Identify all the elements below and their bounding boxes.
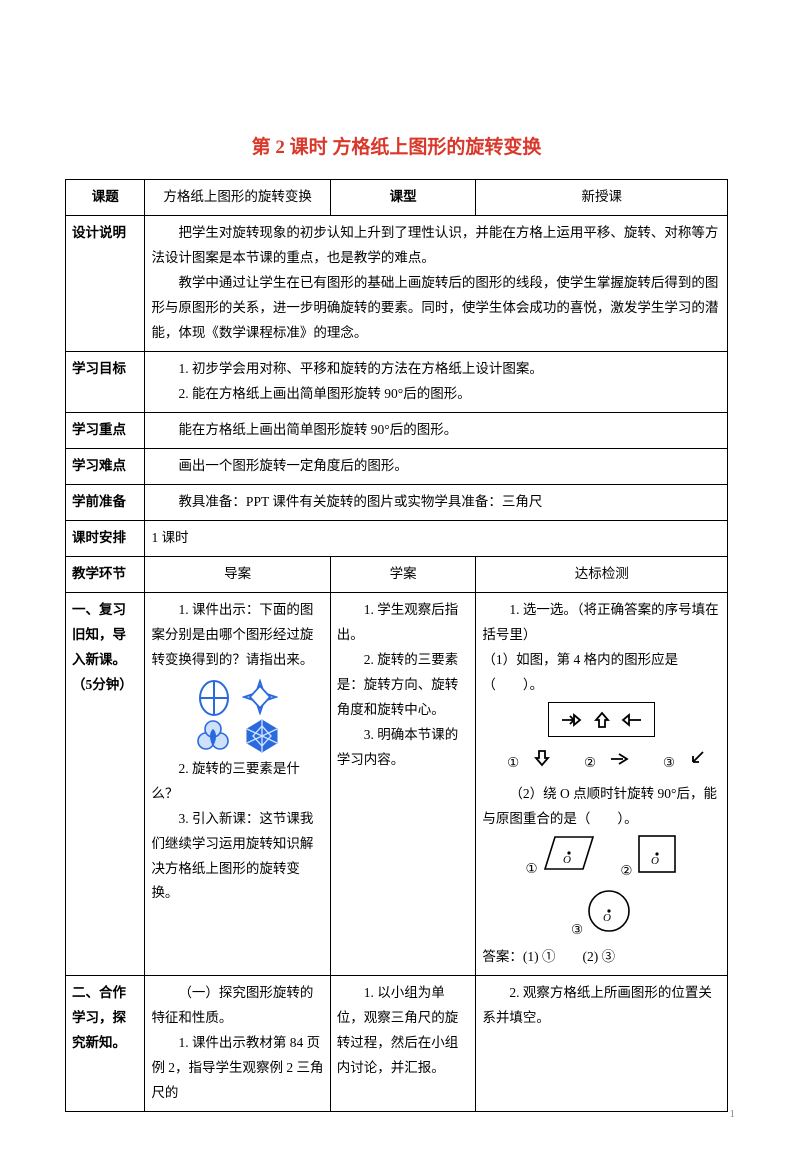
sec1-daoan-p3: 3. 引入新课：这节课我们继续学习运用旋转知识解决方格纸上图形的旋转变换。 [151,807,323,907]
cell-xueqian-body: 教具准备：PPT 课件有关旋转的图片或实物学具准备：三角尺 [145,484,728,520]
cell-sec2-daoan: （一）探究图形旋转的特征和性质。 1. 课件出示教材第 84 页例 2，指导学生… [145,976,330,1112]
arrow-up-icon [592,711,612,729]
opt3-label-b: ③ [571,922,583,937]
sec2-xuean-p1: 1. 以小组为单位，观察三角尺的旋转过程，然后在小组内讨论，并汇报。 [337,981,470,1081]
cell-huanjie-c4: 达标检测 [476,556,728,592]
cell-huanjie-c3: 学案 [330,556,476,592]
cell-sec1-label: 一、复习旧知，导入新课。（5分钟） [66,592,145,976]
table-row: 教学环节 导案 学案 达标检测 [66,556,728,592]
cell-mubiao-label: 学习目标 [66,351,145,412]
sec1-label-text: 一、复习旧知，导入新课。（5分钟） [72,602,133,692]
arrow-left-icon [621,711,643,729]
sec2-label-text: 二、合作学习，探究新知。 [72,985,126,1050]
table-row: 学习重点 能在方格纸上画出简单图形旋转 90°后的图形。 [66,412,728,448]
clover-icon [194,718,232,754]
opt1-label: ① [507,751,519,776]
keshi-text: 1 课时 [151,530,188,545]
star-flower-icon [242,679,278,715]
sheji-p2: 教学中通过让学生在已有图形的基础上画旋转后的图形的线段，使学生掌握旋转后得到的图… [151,271,721,346]
svg-text:O: O [651,855,659,867]
o-label: O [563,854,571,866]
arrow-diagonal-icon [688,749,706,767]
cell-xueqian-label: 学前准备 [66,484,145,520]
cell-huanjie-label: 教学环节 [66,556,145,592]
sec1-dabiao-p2: （1）如图，第 4 格内的图形应是（ ）。 [482,648,721,698]
cell-zhongdian-body: 能在方格纸上画出简单图形旋转 90°后的图形。 [145,412,728,448]
arrow-sequence-box [482,698,721,743]
nandian-text: 画出一个图形旋转一定角度后的图形。 [151,454,721,479]
parallelogram-icon: O [541,833,597,873]
sheji-p1: 把学生对旋转现象的初步认知上升到了理性认识，并能在方格上运用平移、旋转、对称等方… [151,221,721,271]
zhongdian-text: 能在方格纸上画出简单图形旋转 90°后的图形。 [151,418,721,443]
cell-keshi-body: 1 课时 [145,520,728,556]
arrow-rightopen-icon [609,751,629,767]
cell-mubiao-body: 1. 初步学会用对称、平移和旋转的方法在方格纸上设计图案。 2. 能在方格纸上画… [145,351,728,412]
cell-sec1-dabiao: 1. 选一选。（将正确答案的序号填在括号里） （1）如图，第 4 格内的图形应是… [476,592,728,976]
cell-sec2-dabiao: 2. 观察方格纸上所画图形的位置关系并填空。 [476,976,728,1112]
table-row: 学习目标 1. 初步学会用对称、平移和旋转的方法在方格纸上设计图案。 2. 能在… [66,351,728,412]
cell-sec1-daoan: 1. 课件出示：下面的图案分别是由哪个图形经过旋转变换得到的？请指出来。 [145,592,330,976]
opt2-label-b: ② [620,863,632,878]
cell-keti-label: 课题 [66,180,145,216]
table-row: 学习难点 画出一个图形旋转一定角度后的图形。 [66,448,728,484]
xueqian-text: 教具准备：PPT 课件有关旋转的图片或实物学具准备：三角尺 [151,490,721,515]
sec1-xuean-p2: 2. 旋转的三要素是：旋转方向、旋转角度和旋转中心。 [337,648,470,723]
sec2-daoan-p1: （一）探究图形旋转的特征和性质。 [151,981,323,1031]
page-title: 第 2 课时 方格纸上图形的旋转变换 [65,130,728,165]
table-row: 课题 方格纸上图形的旋转变换 课型 新授课 [66,180,728,216]
cell-sec1-xuean: 1. 学生观察后指出。 2. 旋转的三要素是：旋转方向、旋转角度和旋转中心。 3… [330,592,476,976]
opt3-label: ③ [663,751,675,776]
sec1-daoan-p2: 2. 旋转的三要素是什么？ [151,757,323,807]
cell-kexing-label: 课型 [330,180,476,216]
sec2-daoan-p2: 1. 课件出示教材第 84 页例 2，指导学生观察例 2 三角尺的 [151,1031,323,1106]
mubiao-2: 2. 能在方格纸上画出简单图形旋转 90°后的图形。 [151,382,721,407]
sec1-xuean-p3: 3. 明确本节课的学习内容。 [337,723,470,773]
hex-gem-icon [243,718,281,754]
shape-options-row: ① O ② O [482,831,721,945]
opt2-label: ② [584,751,596,776]
sec1-dabiao-p3: （2）绕 O 点顺时针旋转 90°后，能与原图重合的是（ ）。 [482,782,721,832]
pattern-icons [151,673,323,757]
cell-nandian-body: 画出一个图形旋转一定角度后的图形。 [145,448,728,484]
cell-nandian-label: 学习难点 [66,448,145,484]
sec1-dabiao-p1: 1. 选一选。（将正确答案的序号填在括号里） [482,598,721,648]
sec1-dabiao-ans: 答案：(1) ① (2) ③ [482,945,721,970]
option-line-1: ① ② ③ [482,749,721,776]
svg-text:O: O [603,912,611,924]
sec1-xuean-p1: 1. 学生观察后指出。 [337,598,470,648]
table-row: 设计说明 把学生对旋转现象的初步认知上升到了理性认识，并能在方格上运用平移、旋转… [66,216,728,352]
page-number: 1 [730,1104,736,1124]
sec2-dabiao-p1: 2. 观察方格纸上所画图形的位置关系并填空。 [482,981,721,1031]
cell-keti-value: 方格纸上图形的旋转变换 [145,180,330,216]
cell-keshi-label: 课时安排 [66,520,145,556]
mubiao-1: 1. 初步学会用对称、平移和旋转的方法在方格纸上设计图案。 [151,357,721,382]
egg-pattern-icon [197,678,231,716]
opt1-label-b: ① [526,861,538,876]
cell-sec2-xuean: 1. 以小组为单位，观察三角尺的旋转过程，然后在小组内讨论，并汇报。 [330,976,476,1112]
arrow-down-icon [533,749,551,767]
cell-huanjie-c2: 导案 [145,556,330,592]
table-row: 课时安排 1 课时 [66,520,728,556]
cell-sheji-body: 把学生对旋转现象的初步认知上升到了理性认识，并能在方格上运用平移、旋转、对称等方… [145,216,728,352]
table-row: 二、合作学习，探究新知。 （一）探究图形旋转的特征和性质。 1. 课件出示教材第… [66,976,728,1112]
table-row: 一、复习旧知，导入新课。（5分钟） 1. 课件出示：下面的图案分别是由哪个图形经… [66,592,728,976]
cell-zhongdian-label: 学习重点 [66,412,145,448]
cell-sec2-label: 二、合作学习，探究新知。 [66,976,145,1112]
circle-shape-icon: O [586,888,632,934]
square-icon: O [636,833,678,875]
lesson-plan-table: 课题 方格纸上图形的旋转变换 课型 新授课 设计说明 把学生对旋转现象的初步认知… [65,179,728,1112]
cell-kexing-value: 新授课 [476,180,728,216]
arrow-right-icon [560,711,582,729]
table-row: 学前准备 教具准备：PPT 课件有关旋转的图片或实物学具准备：三角尺 [66,484,728,520]
sec1-daoan-p1: 1. 课件出示：下面的图案分别是由哪个图形经过旋转变换得到的？请指出来。 [151,598,323,673]
cell-sheji-label: 设计说明 [66,216,145,352]
